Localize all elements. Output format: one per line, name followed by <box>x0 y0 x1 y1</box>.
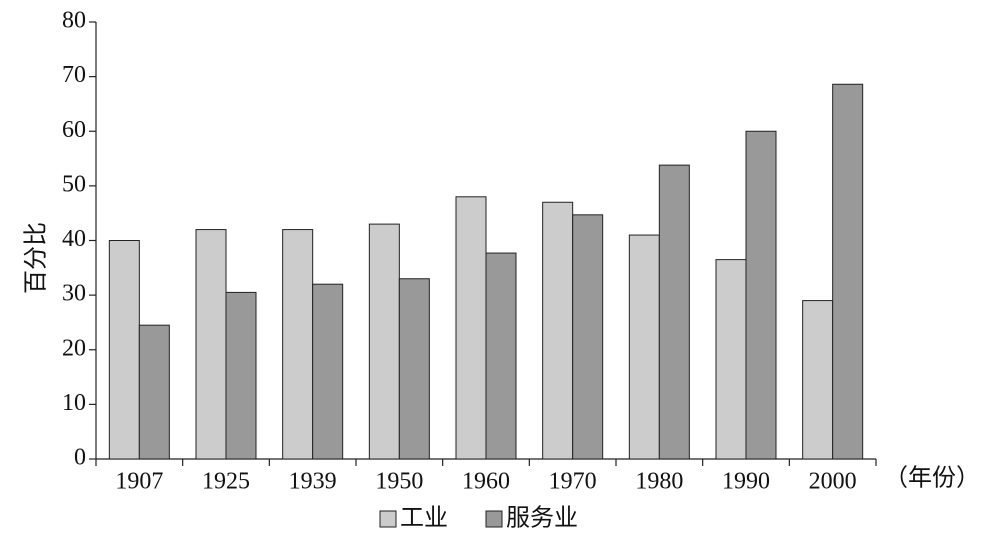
legend-swatch <box>379 510 397 528</box>
bar <box>108 240 140 460</box>
y-tick-label: 30 <box>62 281 86 307</box>
bar <box>715 259 747 460</box>
bar <box>368 223 400 460</box>
y-tick-label: 20 <box>62 335 86 361</box>
bar <box>312 283 344 460</box>
y-tick-label: 70 <box>62 62 86 88</box>
bar <box>398 278 430 460</box>
bar <box>542 201 574 460</box>
x-tick-label: 1990 <box>722 469 770 495</box>
y-tick-label: 40 <box>62 226 86 252</box>
y-tick-label: 60 <box>62 117 86 143</box>
x-tick-label: 1980 <box>635 469 683 495</box>
x-tick-label: 1970 <box>549 469 597 495</box>
bar <box>282 229 314 460</box>
y-tick-label: 50 <box>62 171 86 197</box>
bar <box>225 291 257 460</box>
bar <box>745 130 777 460</box>
bar <box>832 83 864 460</box>
bar <box>628 234 660 460</box>
y-tick-label: 0 <box>74 445 86 471</box>
bar <box>658 164 690 460</box>
x-tick-label: 1960 <box>462 469 510 495</box>
x-tick-label: 1939 <box>289 469 337 495</box>
y-axis-label: 百分比 <box>23 222 50 294</box>
x-axis-label: （年份） <box>884 465 980 492</box>
x-tick-label: 1925 <box>202 469 250 495</box>
bar <box>802 300 834 460</box>
bar <box>485 252 517 460</box>
bar <box>138 324 170 460</box>
legend-label: 服务业 <box>506 505 578 532</box>
x-tick-label: 1950 <box>375 469 423 495</box>
legend-swatch <box>485 510 503 528</box>
bar <box>195 229 227 460</box>
legend-label: 工业 <box>400 505 448 532</box>
bar <box>455 196 487 460</box>
x-tick-label: 1907 <box>115 469 163 495</box>
x-tick-label: 2000 <box>809 469 857 495</box>
bar <box>572 214 604 460</box>
y-tick-label: 80 <box>62 8 86 34</box>
y-tick-label: 10 <box>62 390 86 416</box>
